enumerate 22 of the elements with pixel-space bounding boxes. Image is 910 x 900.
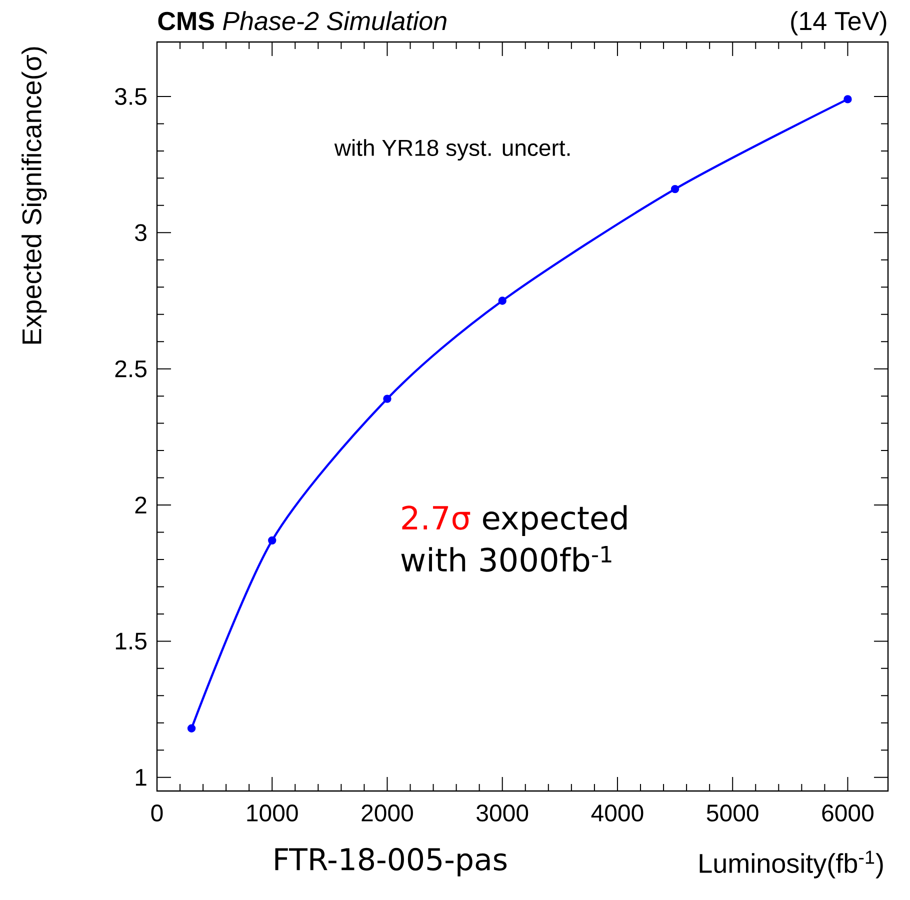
x-tick-label: 3000 — [476, 804, 528, 822]
annotation: expected — [483, 505, 627, 536]
x-tick-label: 6000 — [822, 804, 874, 822]
y-tick-label: 2 — [135, 496, 146, 514]
text: CMS Phase-2 Simulation — [158, 11, 446, 30]
x-tick-label: 4000 — [591, 804, 644, 822]
text: FTR-18-005-pas — [275, 848, 507, 876]
y-tick-label: 2.5 — [115, 360, 146, 378]
annotation: with YR18 syst. uncert. — [334, 139, 570, 161]
x-tick-label: 1000 — [247, 804, 298, 822]
text: (14 TeV) — [791, 11, 886, 36]
x-tick-label: 0 — [151, 804, 163, 822]
y-tick-label: 1 — [136, 769, 146, 786]
y-axis-title: Expected Significance(σ) — [22, 47, 47, 344]
y-tick-label: 3 — [135, 224, 146, 242]
x-axis-title: Luminosity(fb$^{-1}$) — [700, 850, 883, 878]
annotation: with 3000fb$^{-1}$ — [401, 546, 612, 572]
annotation: 2.7σ — [402, 506, 470, 530]
x-tick-label: 2000 — [362, 804, 413, 822]
y-tick-label: 1.5 — [116, 632, 146, 650]
x-tick-label: 5000 — [706, 804, 758, 822]
y-tick-label: 3.5 — [115, 88, 146, 105]
